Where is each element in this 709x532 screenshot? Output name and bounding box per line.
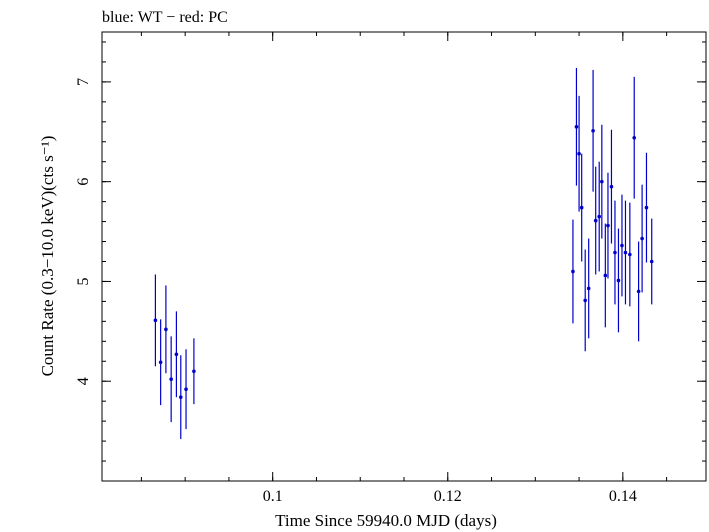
data-point bbox=[620, 243, 624, 248]
data-point bbox=[613, 250, 617, 255]
data-point bbox=[184, 387, 188, 392]
data-point bbox=[606, 223, 610, 228]
data-point bbox=[616, 278, 621, 283]
data-point bbox=[623, 250, 628, 255]
y-tick-label: 6 bbox=[75, 178, 92, 186]
data-point bbox=[597, 214, 602, 219]
data-series bbox=[153, 67, 654, 440]
data-point bbox=[574, 124, 579, 129]
data-point bbox=[591, 128, 595, 133]
axis-tick-labels: 0.1 0.12 0.14 4 5 6 7 bbox=[75, 78, 637, 505]
y-axis-label: Count Rate (0.3−10.0 keV)(cts s⁻¹) bbox=[38, 136, 57, 377]
data-point bbox=[164, 327, 168, 332]
data-point bbox=[174, 352, 179, 357]
x-tick-label: 0.14 bbox=[609, 488, 637, 505]
data-point bbox=[603, 273, 608, 278]
data-point bbox=[571, 269, 575, 274]
data-point bbox=[609, 184, 614, 189]
data-point bbox=[649, 259, 654, 264]
x-axis-label: Time Since 59940.0 MJD (days) bbox=[275, 511, 497, 530]
data-point bbox=[192, 369, 196, 374]
data-point bbox=[158, 360, 163, 365]
x-tick-label: 0.1 bbox=[263, 488, 283, 505]
data-point bbox=[628, 252, 632, 257]
data-point bbox=[636, 289, 641, 294]
data-point bbox=[644, 205, 649, 210]
data-point bbox=[577, 151, 581, 156]
data-point bbox=[593, 218, 598, 223]
y-tick-label: 7 bbox=[75, 78, 92, 86]
data-point bbox=[583, 298, 587, 303]
data-point bbox=[153, 318, 158, 323]
data-point bbox=[579, 205, 584, 210]
y-tick-label: 5 bbox=[75, 277, 92, 285]
data-point bbox=[640, 236, 644, 241]
y-tick-label: 4 bbox=[75, 377, 92, 385]
data-point bbox=[600, 179, 604, 184]
x-tick-label: 0.12 bbox=[434, 488, 462, 505]
data-point bbox=[632, 135, 637, 140]
data-point bbox=[169, 377, 173, 382]
data-point bbox=[178, 395, 183, 399]
axis-ticks bbox=[102, 32, 706, 481]
chart-title: blue: WT − red: PC bbox=[102, 9, 228, 26]
data-point bbox=[586, 286, 591, 291]
